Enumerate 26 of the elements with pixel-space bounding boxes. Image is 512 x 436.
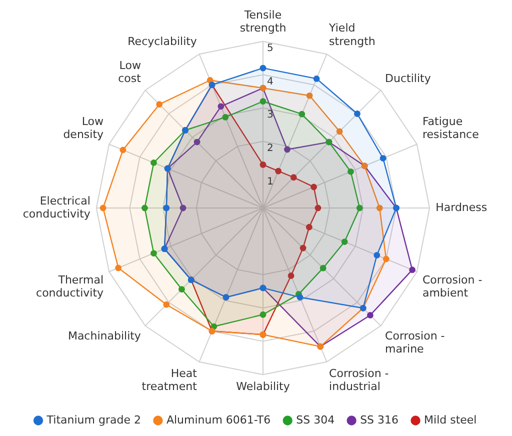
spoke-label: Tensile strength [240,8,286,35]
y-tick-label: 4 [267,76,274,88]
spoke-label: Thermal conductivity [36,274,104,300]
legend-label: Titanium grade 2 [46,413,141,426]
y-tick-label: 1 [267,176,274,188]
spoke-label: Recyclability [128,34,198,48]
spoke-label: Machinability [68,330,142,343]
spoke-label: Hardness [436,200,488,214]
spoke-label: Corrosion - ambient [422,274,482,300]
spoke-label: Low cost [118,59,142,86]
spoke-label: Ductility [385,72,432,86]
spoke-label: Electrical conductivity [22,194,91,220]
spoke-label: Yield strength [328,22,376,48]
y-tick-label: 3 [267,110,274,121]
y-tick-label: 5 [267,42,274,54]
spoke-label: Corrosion - marine [385,330,445,356]
y-tick-label: 2 [267,142,274,154]
spoke-label: Low density [63,115,104,142]
legend-label: SS 304 [296,413,335,426]
legend-label: Mild steel [424,413,477,426]
legend-label: Aluminum 6061-T6 [166,413,271,426]
spoke-label: Heat treatment [142,366,198,394]
spoke-label: Welability [236,380,290,394]
spoke-label: Corrosion - industrial [329,366,389,394]
spoke-label: Fatigue resistance [422,115,480,142]
legend-label: SS 316 [360,413,399,426]
